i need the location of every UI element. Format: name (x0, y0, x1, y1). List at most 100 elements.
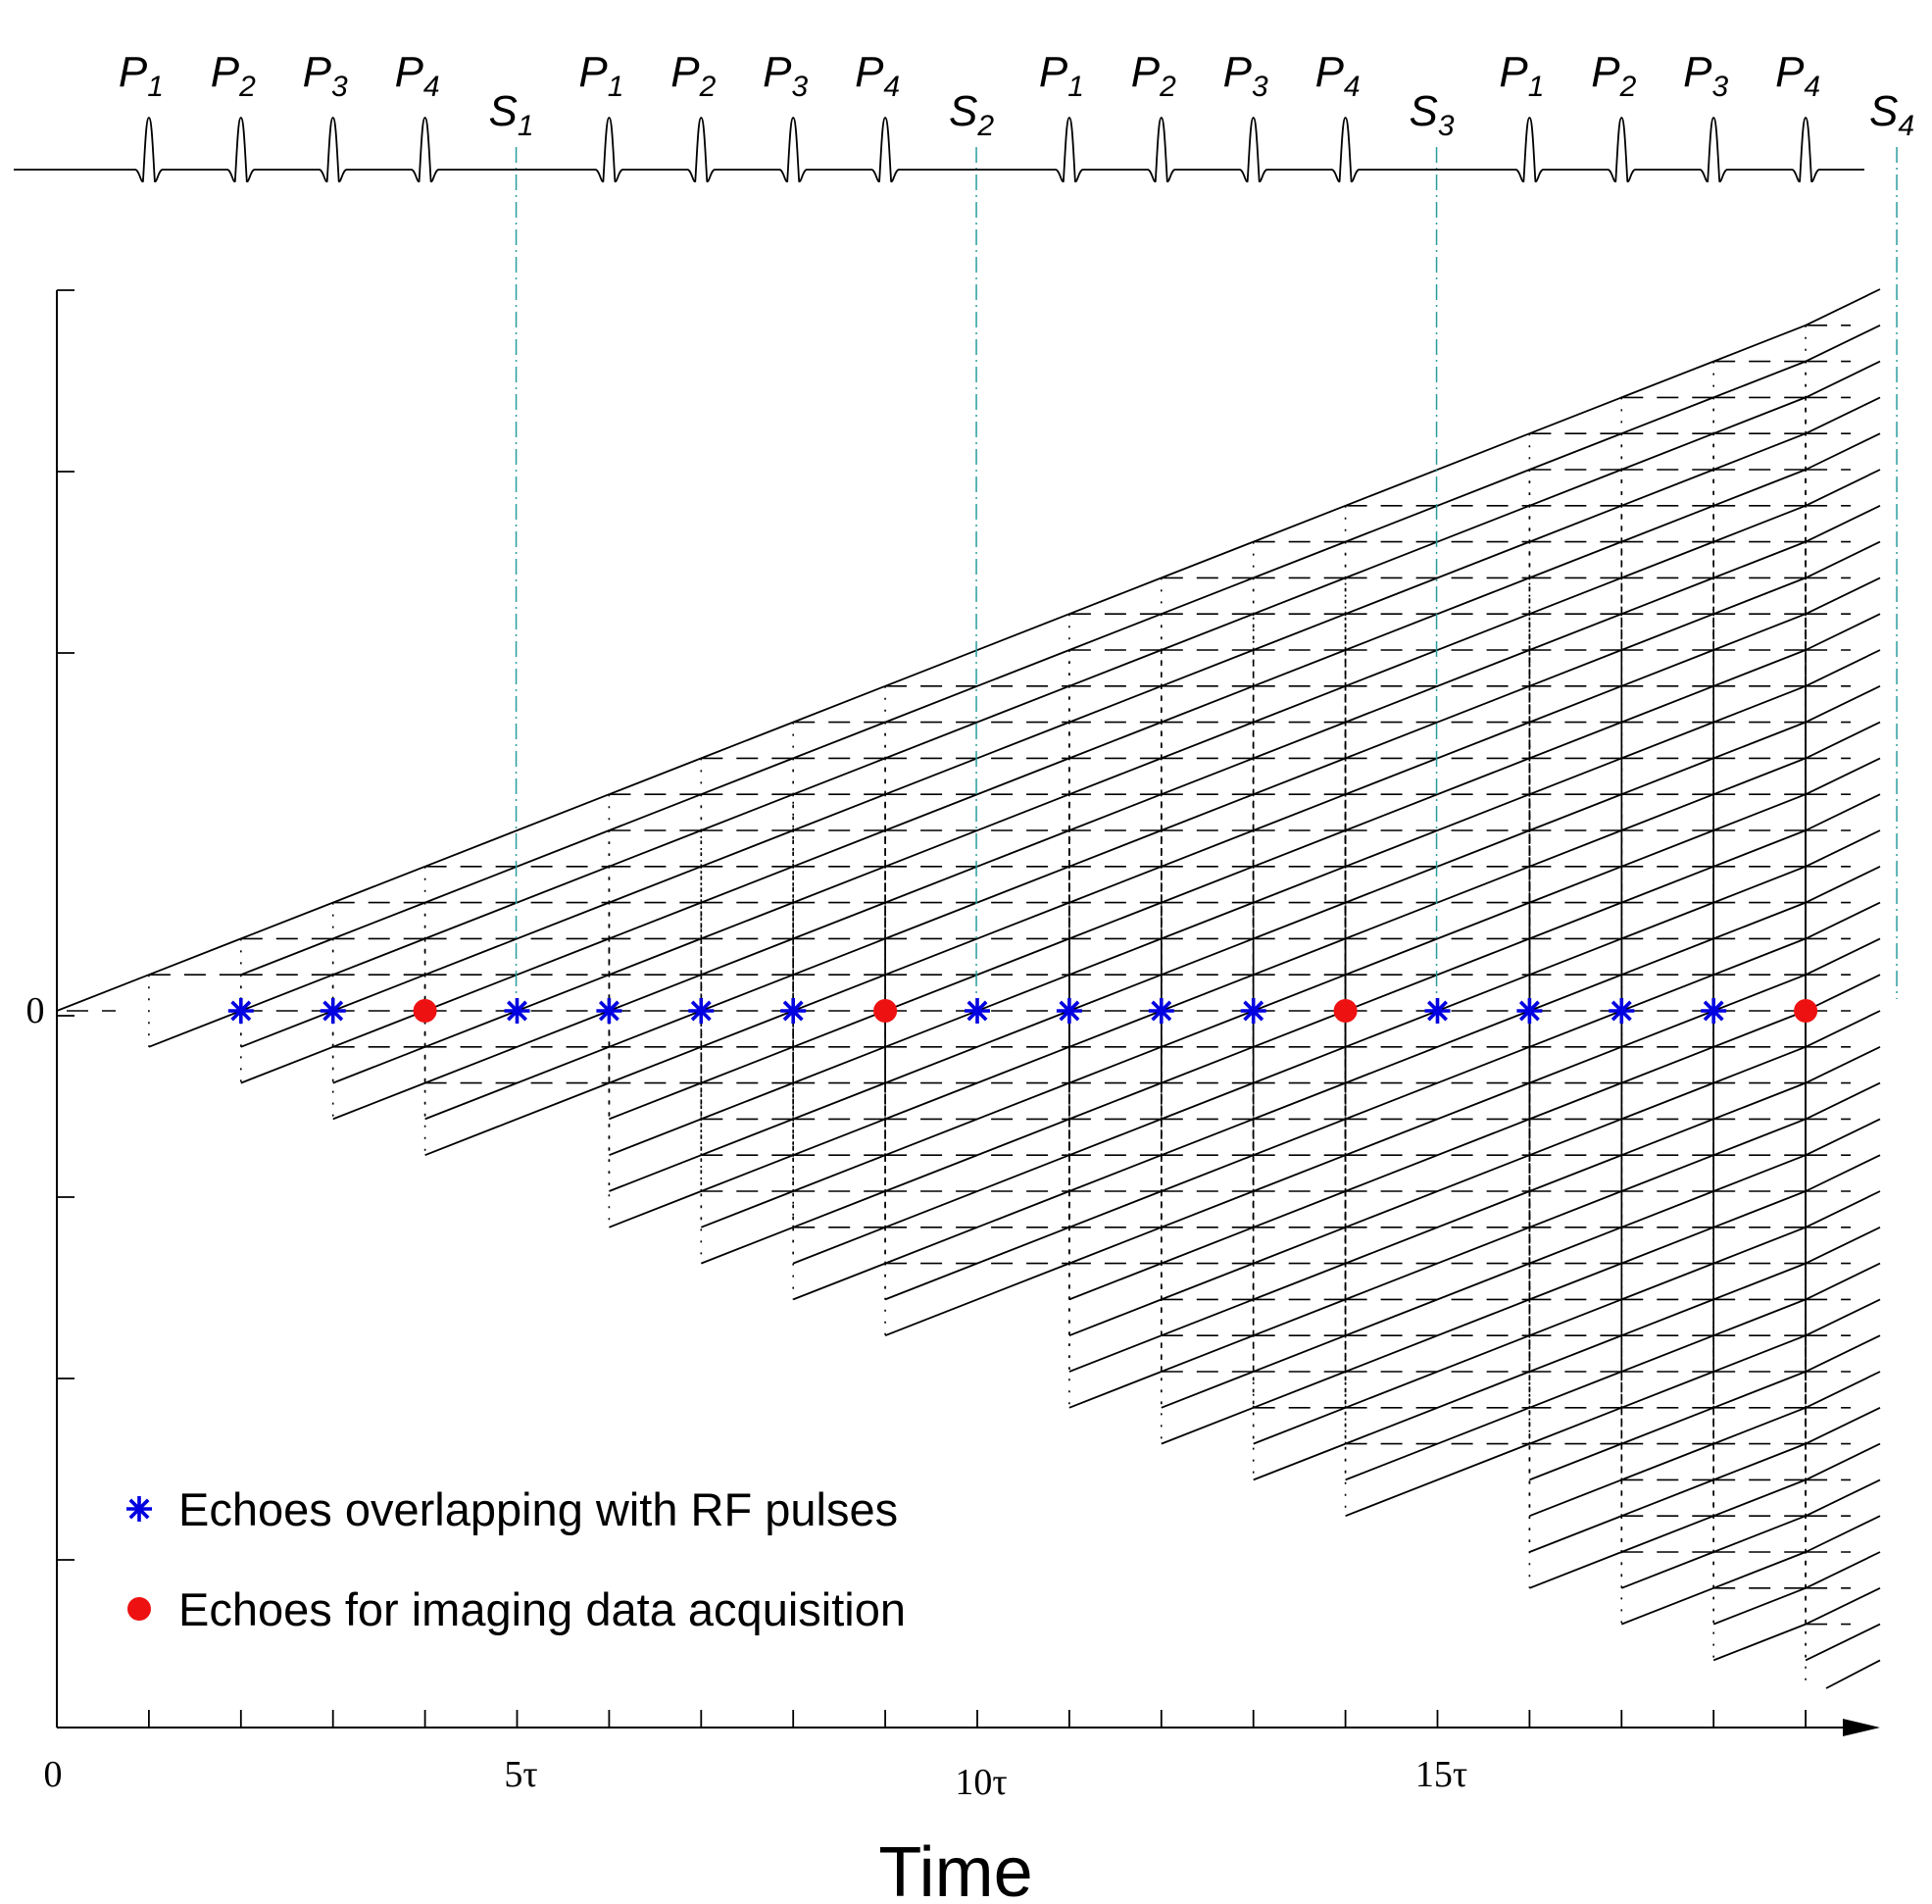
pathway-solid (240, 937, 334, 977)
pathway-solid (1529, 613, 1622, 651)
pathway-solid (1620, 649, 1714, 687)
pathway-solid (1620, 974, 1714, 1012)
pathway-solid (332, 937, 425, 977)
asterisk-stroke (507, 1000, 527, 1022)
pathway-solid (1345, 469, 1530, 543)
pathway-solid (1253, 757, 1346, 796)
pathway-solid (1620, 504, 1714, 543)
pathway-solid (1712, 613, 1807, 651)
pathway-solid (1068, 793, 1163, 831)
pathway-solid (792, 1226, 886, 1265)
pathway-solid (884, 649, 1070, 724)
pathway-solid (1805, 1226, 1881, 1265)
pathway-solid (1712, 1442, 1807, 1481)
pulse-label: P1 (1039, 48, 1084, 103)
pathway-solid (1712, 1551, 1807, 1589)
pathway-solid (1712, 1010, 1807, 1048)
pathway-solid (1620, 1334, 1714, 1373)
pathway-solid (1253, 1118, 1346, 1157)
pathway-solid (1161, 937, 1255, 977)
pathway-solid (700, 1010, 794, 1048)
pathway-solid (1068, 1190, 1163, 1228)
pathway-solid (1253, 613, 1346, 651)
pathway-solid (1161, 1010, 1255, 1048)
pathway-solid (1161, 1045, 1255, 1084)
pathway-solid (792, 1154, 886, 1192)
echo-markers (227, 998, 1818, 1024)
pathway-solid (1712, 396, 1807, 435)
pathway-solid (1712, 504, 1807, 543)
pathway-solid (1253, 1371, 1346, 1409)
pathway-solid (1068, 1334, 1163, 1373)
pulse-label: P1 (119, 48, 164, 103)
pathway-solid (700, 974, 794, 1012)
pathway-solid (700, 865, 794, 904)
asterisk-stroke (128, 1498, 150, 1520)
pathway-solid (1253, 901, 1346, 940)
echo-dot-marker (413, 999, 437, 1023)
pathway-solid (1712, 432, 1807, 471)
pathway-solid (1805, 865, 1881, 904)
pathway-solid (1620, 1010, 1714, 1048)
pathway-solid (792, 1118, 886, 1157)
pathway-solid (148, 937, 242, 977)
echo-asterisk-marker (780, 998, 807, 1024)
pathway-solid (700, 829, 794, 868)
pathway-solid (1712, 324, 1807, 363)
echo-pathways (56, 288, 1881, 1689)
pulse-label: P4 (1775, 48, 1820, 103)
x-axis-title: Time (878, 1833, 1032, 1899)
pathway-solid (1529, 937, 1622, 977)
pathway-solid (424, 829, 610, 904)
pathway-solid (884, 1262, 1070, 1337)
pathway-solid (1345, 1442, 1530, 1518)
pathway-solid (1805, 1010, 1881, 1048)
x-axis-arrowhead (1843, 1719, 1880, 1736)
pathway-solid (1620, 1406, 1714, 1445)
pathway-solid (1825, 1659, 1881, 1689)
pathway-solid (1620, 937, 1714, 977)
pathway-solid (1253, 1406, 1346, 1445)
pathway-solid (56, 974, 150, 1012)
pathway-solid (609, 1118, 702, 1157)
pathway-solid (240, 901, 334, 940)
pathway-solid (1161, 829, 1255, 868)
pathway-solid (1712, 1154, 1807, 1192)
pathway-solid (1805, 360, 1881, 399)
pathway-solid (1068, 937, 1163, 977)
pathway-solid (609, 865, 702, 904)
pathway-solid (609, 974, 702, 1012)
echo-asterisk-marker (1516, 998, 1543, 1024)
asterisk-stroke (322, 1000, 344, 1022)
pathway-solid (1620, 1045, 1714, 1084)
pathway-solid (1805, 540, 1881, 579)
pathway-solid (148, 1010, 242, 1048)
pathway-solid (1620, 865, 1714, 904)
pathway-solid (1161, 1154, 1255, 1192)
pathway-solid (1620, 1081, 1714, 1121)
pathway-solid (700, 1226, 794, 1265)
pathway-solid (1529, 1154, 1622, 1192)
asterisk-stroke (598, 1000, 619, 1022)
pathway-solid (1068, 1118, 1163, 1157)
pathway-solid (609, 1010, 702, 1048)
pathway-solid (1529, 504, 1622, 543)
legend-label-asterisk: Echoes overlapping with RF pulses (178, 1483, 898, 1535)
sample-lines (515, 147, 1898, 999)
pathway-solid (1529, 469, 1622, 507)
pathway-solid (1712, 829, 1807, 868)
pulse-label: P1 (1499, 48, 1544, 103)
pathway-solid (792, 937, 886, 977)
pathway-solid (1253, 1334, 1346, 1373)
asterisk-stroke (1518, 1000, 1540, 1022)
pathway-solid (1253, 1226, 1346, 1265)
pathway-solid (1529, 1010, 1622, 1048)
pathway-solid (1620, 540, 1714, 579)
pathway-solid (1529, 1226, 1622, 1265)
pathway-solid (240, 1010, 334, 1048)
pathway-solid (1620, 1478, 1714, 1518)
pathway-solid (1529, 1118, 1622, 1157)
pathway-solid (1253, 793, 1346, 831)
pathway-solid (1529, 901, 1622, 940)
pathway-solid (1161, 540, 1255, 579)
